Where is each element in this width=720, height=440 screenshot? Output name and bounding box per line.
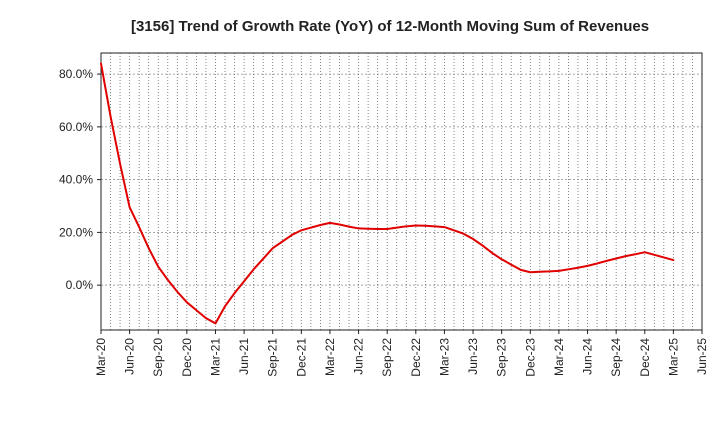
x-tick-label: Dec-24: [638, 338, 652, 377]
x-tick-label: Dec-22: [409, 338, 423, 377]
x-tick-label: Mar-23: [437, 338, 451, 376]
x-tick-label: Sep-23: [495, 338, 509, 377]
x-tick-label: Sep-20: [151, 338, 165, 377]
x-axis-tick-labels: Mar-20 Jun-20 Sep-20 Dec-20 Mar-21 Jun-21 Sep-…: [94, 330, 709, 377]
x-tick-label: Jun-21: [237, 338, 251, 375]
y-axis-tick-labels: 80.0% 60.0% 40.0% 20.0% 0.0%: [59, 67, 101, 292]
x-tick-label: Sep-22: [380, 338, 394, 377]
x-tick-label: Sep-24: [609, 338, 623, 377]
x-tick-label: Mar-21: [208, 338, 222, 376]
x-tick-label: Dec-23: [523, 338, 537, 377]
x-tick-label: Mar-24: [552, 338, 566, 376]
series-line: [100, 62, 675, 325]
x-tick-label: Jun-20: [123, 338, 137, 375]
y-tick-label: 80.0%: [59, 67, 93, 81]
x-tick-label: Mar-22: [323, 338, 337, 376]
x-tick-label: Jun-25: [695, 338, 709, 375]
horizontal-gridlines: [101, 73, 702, 286]
x-tick-label: Jun-24: [581, 338, 595, 375]
series-layer: [100, 62, 675, 325]
y-tick-label: 0.0%: [66, 278, 94, 292]
y-tick-label: 20.0%: [59, 225, 93, 239]
x-tick-label: Jun-23: [466, 338, 480, 375]
x-tick-label: Mar-25: [666, 338, 680, 376]
y-tick-label: 60.0%: [59, 120, 93, 134]
x-tick-label: Jun-22: [352, 338, 366, 375]
x-tick-label: Sep-21: [266, 338, 280, 377]
x-tick-label: Dec-20: [180, 338, 194, 377]
y-tick-label: 40.0%: [59, 173, 93, 187]
vertical-gridlines: [100, 53, 703, 330]
chart-title: [3156] Trend of Growth Rate (YoY) of 12-…: [131, 18, 649, 35]
x-tick-label: Dec-21: [294, 338, 308, 377]
x-tick-label: Mar-20: [94, 338, 108, 376]
plot-area-border: [100, 52, 703, 331]
